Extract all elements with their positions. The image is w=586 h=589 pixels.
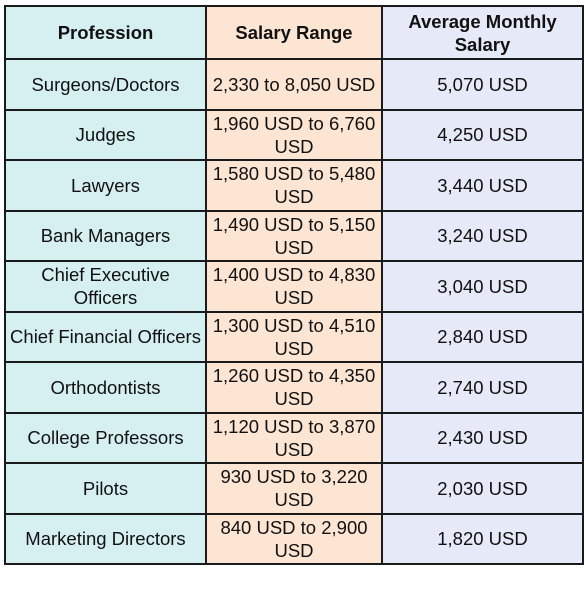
salary-range-cell: 1,400 USD to 4,830 USD (205, 260, 383, 313)
salary-range-cell: 1,580 USD to 5,480 USD (205, 159, 383, 212)
average-salary-cell: 1,820 USD (381, 512, 584, 565)
table-row: Lawyers 1,580 USD to 5,480 USD 3,440 USD (4, 159, 584, 212)
table-row: Judges 1,960 USD to 6,760 USD 4,250 USD (4, 108, 584, 161)
table-row: Pilots 930 USD to 3,220 USD 2,030 USD (4, 462, 584, 515)
table-row: Chief Executive Officers 1,400 USD to 4,… (4, 260, 584, 313)
table-row: College Professors 1,120 USD to 3,870 US… (4, 411, 584, 464)
header-salary-range: Salary Range (205, 5, 383, 60)
table-row: Bank Managers 1,490 USD to 5,150 USD 3,2… (4, 209, 584, 262)
table-row: Surgeons/Doctors 2,330 to 8,050 USD 5,07… (4, 58, 584, 111)
salary-range-cell: 1,260 USD to 4,350 USD (205, 361, 383, 414)
salary-range-cell: 1,960 USD to 6,760 USD (205, 108, 383, 161)
salary-range-cell: 930 USD to 3,220 USD (205, 462, 383, 515)
average-salary-cell: 2,840 USD (381, 310, 584, 363)
table-row: Marketing Directors 840 USD to 2,900 USD… (4, 512, 584, 565)
average-salary-cell: 4,250 USD (381, 108, 584, 161)
average-salary-cell: 5,070 USD (381, 58, 584, 111)
profession-cell: Chief Executive Officers (4, 260, 207, 313)
profession-cell: Lawyers (4, 159, 207, 212)
table-header: Profession Salary Range Average Monthly … (4, 5, 584, 60)
salary-range-cell: 840 USD to 2,900 USD (205, 512, 383, 565)
average-salary-cell: 3,440 USD (381, 159, 584, 212)
salary-range-cell: 1,300 USD to 4,510 USD (205, 310, 383, 363)
salary-range-cell: 1,120 USD to 3,870 USD (205, 411, 383, 464)
profession-cell: Chief Financial Officers (4, 310, 207, 363)
profession-cell: Marketing Directors (4, 512, 207, 565)
header-row: Profession Salary Range Average Monthly … (4, 5, 584, 60)
header-average-monthly-salary: Average Monthly Salary (381, 5, 584, 60)
table-row: Chief Financial Officers 1,300 USD to 4,… (4, 310, 584, 363)
profession-cell: Orthodontists (4, 361, 207, 414)
profession-cell: College Professors (4, 411, 207, 464)
average-salary-cell: 2,740 USD (381, 361, 584, 414)
average-salary-cell: 3,240 USD (381, 209, 584, 262)
salary-range-cell: 2,330 to 8,050 USD (205, 58, 383, 111)
profession-cell: Bank Managers (4, 209, 207, 262)
salary-table: Profession Salary Range Average Monthly … (4, 5, 584, 565)
average-salary-cell: 2,430 USD (381, 411, 584, 464)
profession-cell: Surgeons/Doctors (4, 58, 207, 111)
table-row: Orthodontists 1,260 USD to 4,350 USD 2,7… (4, 361, 584, 414)
profession-cell: Pilots (4, 462, 207, 515)
average-salary-cell: 2,030 USD (381, 462, 584, 515)
average-salary-cell: 3,040 USD (381, 260, 584, 313)
profession-cell: Judges (4, 108, 207, 161)
salary-range-cell: 1,490 USD to 5,150 USD (205, 209, 383, 262)
header-profession: Profession (4, 5, 207, 60)
table-body: Surgeons/Doctors 2,330 to 8,050 USD 5,07… (4, 58, 584, 565)
